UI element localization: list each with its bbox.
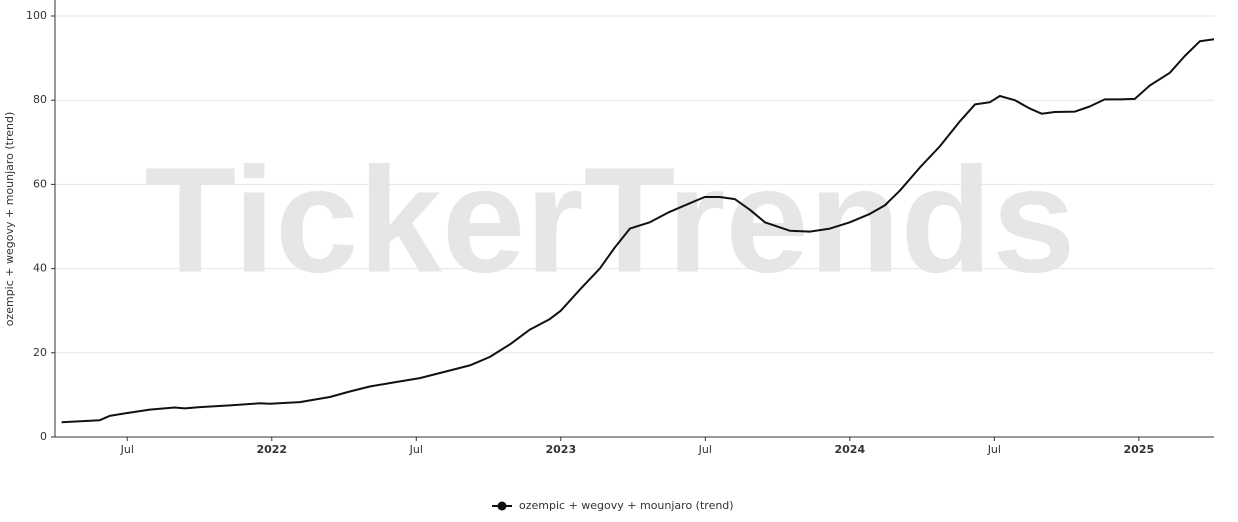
legend-marker	[497, 501, 507, 511]
x-tick-label: 2025	[1124, 443, 1155, 456]
x-tick-label: 2023	[545, 443, 576, 456]
x-tick-label: Jul	[409, 443, 423, 456]
x-tick-label: Jul	[987, 443, 1001, 456]
y-tick-label: 80	[33, 93, 47, 106]
line	[61, 38, 1215, 424]
x-tick-label: 2022	[256, 443, 287, 456]
x-tick-label: Jul	[698, 443, 712, 456]
watermark: TickerTrends	[144, 136, 1075, 304]
y-tick-label: 60	[33, 177, 47, 190]
x-tick-label: 2024	[835, 443, 866, 456]
y-tick-label: 100	[26, 9, 47, 22]
y-tick-label: 20	[33, 346, 47, 359]
y-tick-label: 0	[40, 430, 47, 443]
legend-label: ozempic + wegovy + mounjaro (trend)	[519, 499, 734, 512]
x-tick-label: Jul	[120, 443, 134, 456]
y-axis-label: ozempic + wegovy + mounjaro (trend)	[3, 112, 16, 327]
y-tick-label: 40	[33, 262, 47, 275]
